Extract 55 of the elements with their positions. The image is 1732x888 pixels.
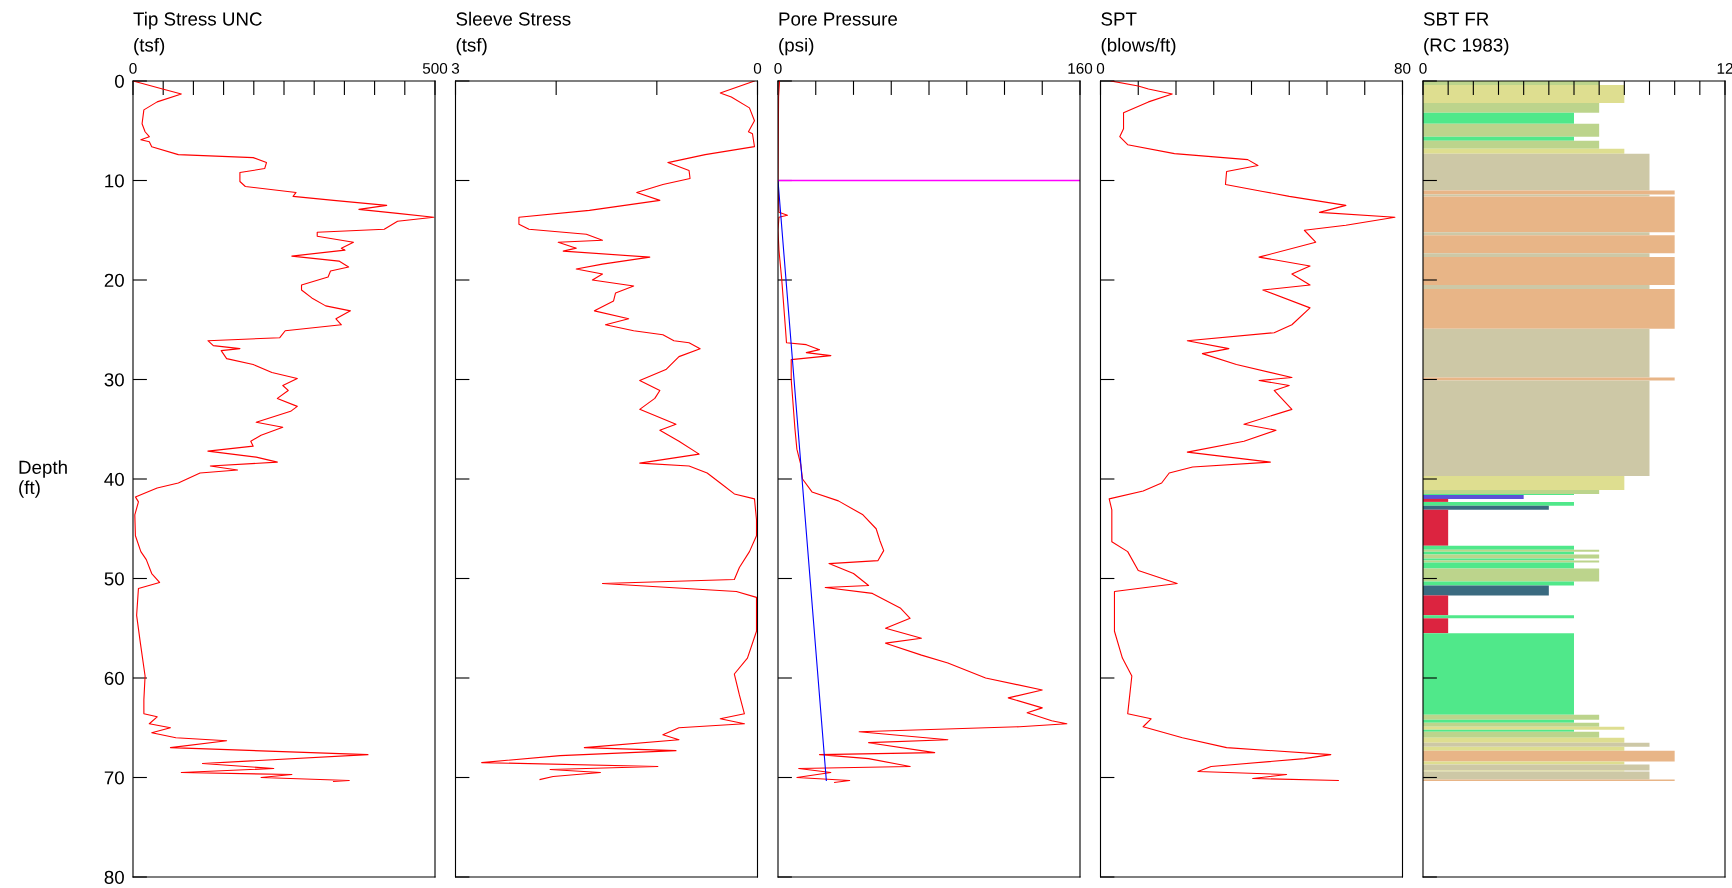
chart-title: Tip Stress UNC <box>133 11 262 30</box>
x-tick-label: 12 <box>1717 63 1732 74</box>
bar <box>1423 722 1600 727</box>
y-tick-label: 40 <box>104 472 124 486</box>
bar <box>1423 581 1574 586</box>
chart-title: Pore Pressure <box>779 12 898 26</box>
x-axis-title: (tsf) <box>134 37 165 56</box>
chart-title: SBT FR <box>1423 12 1489 26</box>
y-tick-label: 10 <box>105 174 124 188</box>
x-tick-label: 0 <box>129 63 137 74</box>
chart-title: Sleeve Stress <box>456 11 571 26</box>
y-tick-label: 20 <box>104 273 124 287</box>
y-tick-label: 0 <box>114 74 124 88</box>
x-axis-title: (tsf) <box>456 37 487 56</box>
bar <box>1423 489 1600 494</box>
bar <box>1423 731 1600 738</box>
bar <box>1423 746 1625 751</box>
bar <box>1423 136 1574 141</box>
bar <box>1423 726 1625 730</box>
x-tick-label: 80 <box>1394 63 1411 74</box>
y-tick-label: 60 <box>104 671 124 685</box>
x-tick-label: 0 <box>1096 63 1105 74</box>
x-axis-title: (blows/ft) <box>1101 37 1176 56</box>
bar <box>1423 719 1574 723</box>
bar <box>1423 505 1549 510</box>
bar <box>1423 498 1449 502</box>
bar <box>1423 545 1574 550</box>
bar <box>1423 742 1650 747</box>
x-tick-label: 0 <box>1419 63 1427 74</box>
bar <box>1423 737 1625 743</box>
bar <box>1423 615 1574 619</box>
bar <box>1423 253 1650 258</box>
x-tick-label: 0 <box>774 63 782 74</box>
bar <box>1423 284 1650 289</box>
bar <box>1423 190 1675 195</box>
x-tick-label: 3 <box>451 63 460 74</box>
bar <box>1423 232 1650 236</box>
bar <box>1423 148 1625 154</box>
x-tick-label: 500 <box>422 63 448 74</box>
y-tick-label: 70 <box>104 771 124 785</box>
x-tick-label: 160 <box>1068 63 1093 74</box>
y-tick-label: 80 <box>104 870 124 884</box>
x-axis-title: (psi) <box>779 37 814 56</box>
x-tick-label: 0 <box>753 63 762 74</box>
bar <box>1423 494 1524 499</box>
bar <box>1423 551 1574 555</box>
y-tick-label: 30 <box>104 373 124 387</box>
y-axis-title: Depth (ft) <box>19 460 67 498</box>
bar <box>1423 562 1574 569</box>
bar <box>1423 714 1600 720</box>
chart-title: SPT <box>1101 12 1137 26</box>
bar <box>1423 554 1600 559</box>
x-axis-title: (RC 1983) <box>1424 37 1509 56</box>
y-tick-label: 50 <box>104 572 124 586</box>
bar <box>1423 501 1574 506</box>
